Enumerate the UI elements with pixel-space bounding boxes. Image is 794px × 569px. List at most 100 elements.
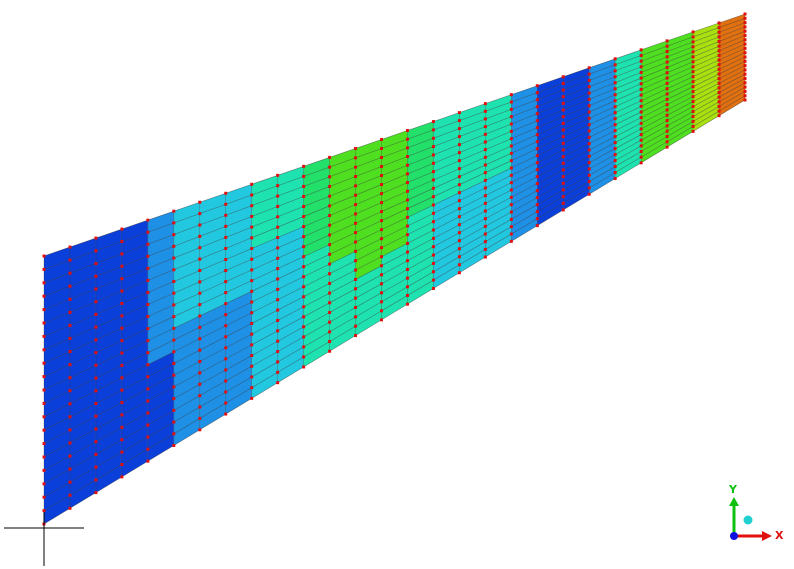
mesh-node	[68, 336, 72, 340]
mesh-node	[665, 103, 669, 107]
mesh-node	[535, 112, 539, 116]
mesh-node	[509, 188, 513, 192]
mesh-node	[743, 85, 747, 89]
mesh-element	[381, 278, 408, 302]
mesh-element	[407, 230, 434, 253]
mesh-element	[173, 384, 200, 411]
axis-triad-icon[interactable]	[729, 497, 772, 541]
mesh-node	[691, 119, 695, 123]
mesh-element	[485, 124, 512, 142]
mesh-node	[405, 233, 409, 237]
mesh-element	[121, 292, 148, 316]
mesh-element	[615, 117, 642, 137]
mesh-node	[42, 468, 46, 472]
mesh-node	[587, 110, 591, 114]
mesh-element	[355, 193, 382, 214]
mesh-element	[121, 449, 148, 477]
mesh-element	[381, 243, 408, 266]
mesh-node	[431, 286, 435, 290]
mesh-element	[433, 136, 460, 155]
mesh-node	[146, 447, 150, 451]
mesh-element	[44, 456, 70, 484]
mesh-node	[717, 114, 721, 118]
mesh-element	[589, 160, 616, 182]
mesh-element	[615, 111, 642, 131]
z-axis-dot	[730, 532, 738, 540]
mesh-node	[68, 258, 72, 262]
mesh-element	[277, 226, 304, 248]
mesh-node	[665, 39, 669, 43]
mesh-node	[483, 102, 487, 106]
mesh-node	[743, 46, 747, 50]
mesh-node	[665, 76, 669, 80]
mesh-node	[146, 399, 150, 403]
mesh-node	[535, 217, 539, 221]
mesh-element	[147, 375, 174, 401]
mesh-node	[172, 420, 176, 424]
mesh-node	[743, 59, 747, 63]
mesh-element	[693, 22, 720, 37]
mesh-node	[328, 214, 332, 218]
mesh-element	[511, 99, 538, 117]
mesh-node	[302, 204, 306, 208]
mesh-node	[561, 135, 565, 139]
mesh-node	[691, 45, 695, 49]
mesh-node	[68, 271, 72, 275]
mesh-element	[407, 246, 434, 270]
mesh-element	[329, 260, 356, 284]
mesh-node	[431, 136, 435, 140]
mesh-node	[120, 363, 124, 367]
mesh-element	[537, 83, 564, 100]
mesh-element	[667, 41, 694, 57]
mesh-node	[172, 350, 176, 354]
mesh-element	[459, 149, 486, 169]
mesh-element	[69, 378, 96, 404]
mesh-element	[121, 244, 148, 267]
mesh-node	[691, 70, 695, 74]
mesh-element	[537, 143, 564, 163]
mesh-node	[328, 155, 332, 159]
mesh-node	[691, 60, 695, 64]
mesh-node	[172, 279, 176, 283]
mesh-node	[120, 289, 124, 293]
mesh-node	[587, 186, 591, 190]
mesh-node	[457, 199, 461, 203]
mesh-element	[537, 116, 564, 135]
mesh-node	[250, 300, 254, 304]
mesh-element	[95, 229, 122, 251]
mesh-element	[147, 398, 174, 426]
mesh-node	[743, 29, 747, 33]
element-edge	[43, 65, 746, 418]
mesh-node	[68, 284, 72, 288]
mesh-node	[639, 116, 643, 120]
mesh-element	[433, 192, 460, 214]
mesh-node	[224, 191, 228, 195]
mesh-node	[276, 318, 280, 322]
x-axis-label: X	[775, 529, 784, 542]
mesh-node	[42, 281, 46, 285]
mesh-node	[509, 107, 513, 111]
mesh-node	[42, 254, 46, 258]
mesh-node	[665, 87, 669, 91]
mesh-node	[42, 495, 46, 499]
mesh-element	[121, 316, 148, 341]
mesh-node	[483, 217, 487, 221]
mesh-node	[613, 153, 617, 157]
mesh-element	[69, 327, 96, 352]
mesh-element	[44, 495, 70, 524]
mesh-element	[667, 96, 694, 116]
mesh-node	[328, 340, 332, 344]
mesh-node	[172, 408, 176, 412]
mesh-node	[743, 77, 747, 80]
mesh-element	[563, 156, 590, 177]
mesh-node	[354, 249, 358, 253]
rotation-pivot-icon	[743, 515, 753, 525]
mesh-nodes	[42, 12, 747, 526]
mesh-node	[665, 108, 669, 112]
mesh-node	[302, 285, 306, 289]
mesh-node	[483, 140, 487, 144]
element-edge	[43, 73, 746, 444]
mesh-element	[69, 416, 96, 443]
mesh-element	[225, 216, 252, 238]
